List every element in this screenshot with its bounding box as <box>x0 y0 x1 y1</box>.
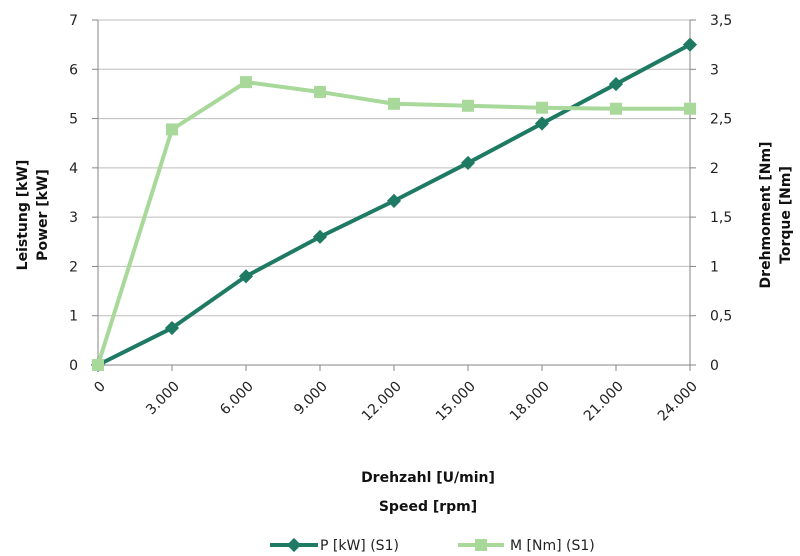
data-point <box>312 229 328 244</box>
x-axis-title-2: Speed [rpm] <box>379 499 477 515</box>
y-right-tick-label: 0 <box>710 358 719 374</box>
x-tick-label: 15.000 <box>433 379 479 425</box>
x-axis-ticks: 0 3.000 6.000 9.000 12.000 15.000 18.000 21.000… <box>91 379 701 425</box>
data-point <box>682 37 698 52</box>
y-left-tick-label: 7 <box>69 13 78 29</box>
legend-marker-power <box>286 537 302 553</box>
data-point <box>460 155 476 170</box>
legend-label-power: P [kW] (S1) <box>320 538 399 554</box>
x-axis-title-1: Drehzahl [U/min] <box>361 470 495 486</box>
data-point <box>386 193 402 208</box>
y-left-tick-label: 4 <box>69 161 78 177</box>
y-left-tick-label: 1 <box>69 309 78 325</box>
left-axis-ticks: 0 1 2 3 4 5 6 7 <box>69 13 78 374</box>
data-point <box>314 85 326 98</box>
x-tick-label: 21.000 <box>581 379 627 425</box>
data-point <box>534 116 550 131</box>
data-point <box>388 97 400 110</box>
right-axis-ticks: 0 0,5 1 1,5 2 2,5 3 3,5 <box>710 13 732 374</box>
series-torque <box>92 76 696 371</box>
series-group <box>90 37 698 373</box>
data-point <box>238 269 254 284</box>
y-right-title-2: Torque [Nm] <box>778 166 794 264</box>
data-point <box>610 102 622 115</box>
gridlines <box>98 19 690 317</box>
data-point <box>164 320 180 336</box>
series-power <box>90 37 698 373</box>
data-point <box>240 76 252 89</box>
y-left-tick-label: 5 <box>69 112 78 128</box>
y-right-tick-label: 1 <box>710 259 719 275</box>
y-right-tick-label: 3 <box>710 62 719 78</box>
y-right-tick-label: 3,5 <box>710 13 732 29</box>
axes <box>92 19 696 371</box>
series-line <box>96 80 690 366</box>
y-right-tick-label: 1,5 <box>710 210 732 226</box>
y-left-tick-label: 0 <box>69 358 78 374</box>
x-tick-label: 3.000 <box>143 379 183 419</box>
y-left-tick-label: 2 <box>69 259 78 275</box>
data-point <box>166 123 178 136</box>
data-point <box>462 99 474 112</box>
y-left-tick-label: 6 <box>69 62 78 78</box>
y-right-tick-label: 2,5 <box>710 112 732 128</box>
x-tick-label: 18.000 <box>507 379 553 425</box>
legend: P [kW] (S1) M [Nm] (S1) <box>270 537 595 554</box>
legend-item-power: P [kW] (S1) <box>270 537 399 554</box>
y-left-tick-label: 3 <box>69 210 78 226</box>
data-point <box>684 102 696 115</box>
legend-marker-torque <box>475 539 487 551</box>
x-tick-label: 24.000 <box>655 379 701 425</box>
y-right-tick-label: 2 <box>710 161 719 177</box>
data-point <box>92 359 104 371</box>
x-tick-label: 6.000 <box>217 379 257 419</box>
legend-label-torque: M [Nm] (S1) <box>510 538 595 554</box>
x-tick-label: 0 <box>91 379 109 397</box>
legend-item-torque: M [Nm] (S1) <box>458 538 595 554</box>
y-right-title-1: Drehmoment [Nm] <box>758 142 774 289</box>
y-left-title-1: Leistung [kW] <box>15 160 31 271</box>
data-point <box>536 101 548 114</box>
y-right-tick-label: 0,5 <box>710 309 732 325</box>
x-tick-label: 9.000 <box>291 379 331 419</box>
x-tick-label: 12.000 <box>359 379 405 425</box>
y-left-title-2: Power [kW] <box>35 169 51 261</box>
data-point <box>608 77 624 92</box>
